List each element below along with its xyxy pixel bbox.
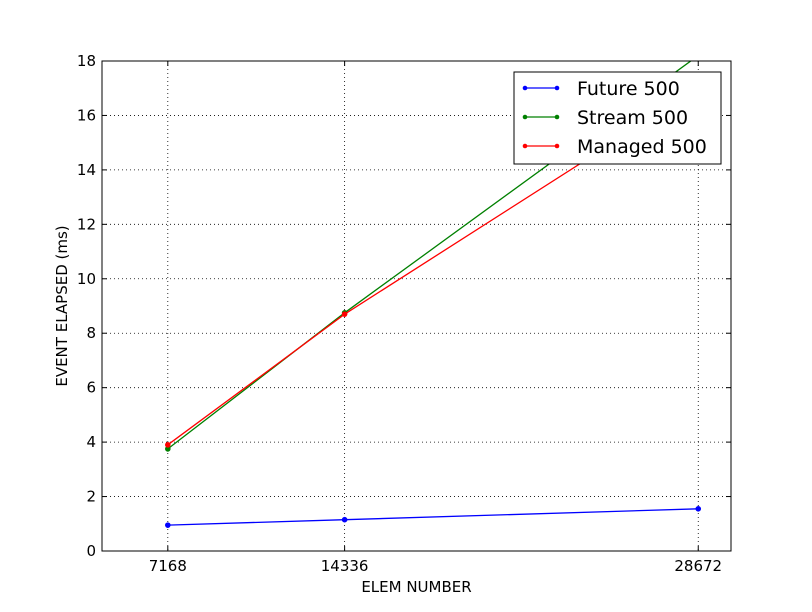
y-tick-label: 6 — [86, 379, 96, 397]
legend-label: Future 500 — [577, 78, 680, 100]
legend-marker — [554, 85, 560, 91]
data-point — [341, 516, 348, 523]
y-tick-label: 16 — [77, 106, 96, 124]
y-tick-label: 0 — [86, 542, 96, 560]
plot-frame — [101, 60, 732, 552]
y-axis-label: EVENT ELAPSED (ms) — [53, 225, 71, 386]
legend: Future 500 Stream 500 Managed 500 — [513, 71, 722, 165]
data-point — [341, 311, 348, 317]
legend-marker — [522, 85, 528, 91]
x-tick-label: 7168 — [149, 557, 187, 575]
legend-marker — [554, 143, 560, 149]
data-point — [695, 506, 702, 512]
legend-marker — [554, 114, 560, 120]
ticks: 0 2 4 6 8 10 12 14 16 18 7168 14336 28672 — [77, 52, 731, 575]
data-point — [165, 522, 171, 528]
y-tick-label: 12 — [77, 215, 96, 233]
y-tick-label: 18 — [77, 52, 96, 70]
y-tick-label: 4 — [86, 433, 96, 451]
data-point — [165, 442, 171, 448]
y-tick-label: 10 — [77, 270, 96, 288]
x-axis-label: ELEM NUMBER — [361, 578, 471, 596]
legend-box — [513, 71, 722, 165]
legend-label: Stream 500 — [577, 107, 688, 129]
x-tick-label: 28672 — [674, 557, 722, 575]
x-tick-label: 14336 — [321, 557, 369, 575]
y-tick-label: 2 — [86, 488, 96, 506]
legend-label: Managed 500 — [577, 136, 707, 158]
legend-marker — [522, 143, 528, 149]
y-tick-label: 8 — [86, 324, 96, 342]
y-tick-label: 14 — [77, 161, 96, 179]
legend-marker — [522, 114, 528, 120]
